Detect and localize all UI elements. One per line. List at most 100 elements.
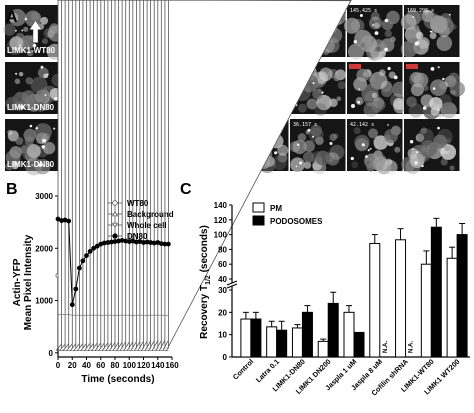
dn80-marker [69,302,75,308]
cell-texture [42,38,48,45]
cell-texture [315,136,324,145]
cell-texture [440,102,457,119]
cell-texture [373,135,388,150]
pm-bar [240,318,252,358]
cell-texture [26,49,34,57]
cell-texture [23,26,29,32]
cell-speckle [38,163,43,167]
legend-label: Background [127,210,174,219]
cell-texture [368,128,378,139]
series-line [58,314,169,316]
cell-speckle [359,14,363,17]
cell-texture [7,129,13,136]
pm-bar [446,257,458,358]
y-tick-label: 120 [214,216,228,225]
legend-swatch [252,215,265,226]
cell-texture [417,37,430,49]
tile-timestamp: 169.298 s [407,8,434,14]
cell-speckle [384,47,388,52]
dn80-marker [66,218,72,224]
cell-texture [371,92,378,99]
y-axis-title: Mean Pixel Intensity [23,234,34,330]
cell-texture [440,144,457,160]
y-tick-label: 30 [218,286,227,295]
y-tick-label: 20 [218,308,227,317]
podosome-bar [276,329,288,358]
cell-texture [394,146,401,153]
cell-texture [440,158,448,166]
cell-texture [35,159,51,175]
axis-break-mark [226,280,238,286]
cell-texture [5,162,14,171]
cell-texture [42,141,56,155]
cell-speckle [365,155,368,158]
pm-bar [343,311,355,358]
cell-texture [297,133,307,142]
cell-speckle [384,18,389,23]
legend-label: PM [270,204,282,213]
cell-speckle [430,67,435,71]
cell-texture [415,133,425,142]
cell-texture [430,107,440,116]
cell-speckle [42,138,46,143]
cell-texture [20,96,33,109]
cell-texture [289,141,301,153]
cell-texture [380,38,395,52]
cell-texture [415,31,424,40]
cell-speckle [393,75,398,80]
cell-speckle [448,13,451,16]
x-tick-label: 120 [137,361,151,370]
cell-texture [347,43,365,60]
cell-speckle [372,24,374,26]
cell-texture [15,136,24,146]
x-tick-label: 160 [165,361,179,370]
x-tick-label: 100 [123,361,137,370]
cell-texture [277,144,289,156]
cell-speckle [20,105,25,110]
cell-texture [319,67,333,82]
cell-texture [413,72,429,88]
cell-texture [419,140,437,158]
cell-texture [15,91,23,99]
x-tick-label: 20 [68,361,77,370]
dn80-marker [84,253,89,258]
cell-texture [369,71,388,90]
podosome-bar [250,318,262,358]
pm-bar [395,239,407,358]
dn80-marker [87,248,93,254]
cell-speckle [44,94,47,97]
pm-bar [266,326,278,358]
category-label: Control [231,357,255,381]
cell-speckle [367,149,370,152]
cell-texture [290,157,305,172]
cell-speckle [46,73,49,76]
cell-speckle [297,143,300,146]
cell-texture [316,71,329,84]
cell-speckle [312,135,315,138]
cell-texture [20,35,35,50]
cell-texture [445,138,452,144]
y-axis-title-main: Recovery T [199,285,210,339]
cell-speckle [353,40,357,44]
cell-texture [316,94,332,111]
y-tick-label: 80 [218,245,227,254]
cell-speckle [414,41,419,46]
cell-speckle [437,66,440,69]
background-marker [165,0,352,351]
cell-speckle [374,31,379,35]
wt80-marker [112,200,118,206]
cell-speckle [299,161,303,165]
cell-speckle [437,109,440,111]
cell-speckle [409,140,414,144]
y-tick-label: 0 [223,353,228,362]
cell-texture [400,14,417,30]
timestamp-marker [349,64,361,69]
cell-texture [353,127,361,135]
podosome-bar [430,226,442,358]
y-axis-title-subscript: 1/2 [205,275,212,285]
cell-texture [272,155,287,171]
cell-texture [429,32,437,40]
cell-texture [31,12,40,21]
na-label: N.A. [409,341,415,353]
x-tick-label: 80 [111,361,120,370]
